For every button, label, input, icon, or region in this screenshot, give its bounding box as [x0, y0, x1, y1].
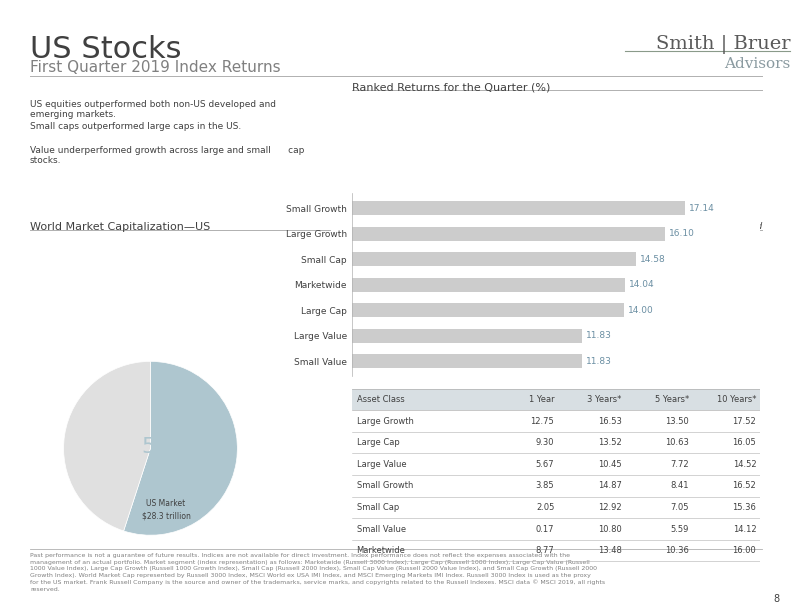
Text: Period Returns (%): Period Returns (%)	[352, 222, 456, 232]
Text: 14.87: 14.87	[598, 481, 622, 490]
Text: 14.58: 14.58	[639, 255, 665, 264]
Bar	[352, 278, 625, 291]
Text: Large Cap: Large Cap	[356, 438, 399, 447]
Text: 14.52: 14.52	[733, 460, 756, 469]
Text: 10.45: 10.45	[598, 460, 622, 469]
Text: First Quarter 2019 Index Returns: First Quarter 2019 Index Returns	[30, 60, 280, 75]
Text: Value underperformed growth across large and small      cap
stocks.: Value underperformed growth across large…	[30, 146, 304, 165]
Text: 10 Years*: 10 Years*	[717, 395, 756, 404]
Text: Asset Class: Asset Class	[356, 395, 404, 404]
Text: 0.17: 0.17	[536, 524, 554, 534]
Text: Advisors: Advisors	[724, 57, 790, 71]
Text: 7.05: 7.05	[671, 503, 689, 512]
Text: 16.53: 16.53	[598, 417, 622, 425]
Text: 8.77: 8.77	[535, 546, 554, 555]
Text: 14.12: 14.12	[733, 524, 756, 534]
Text: 3 Years*: 3 Years*	[587, 395, 622, 404]
Text: Small Growth: Small Growth	[356, 481, 413, 490]
Text: 16.05: 16.05	[733, 438, 756, 447]
Text: 10.80: 10.80	[598, 524, 622, 534]
Wedge shape	[124, 361, 238, 535]
Text: 11.83: 11.83	[586, 357, 612, 365]
Text: 2.05: 2.05	[536, 503, 554, 512]
Text: US Stocks: US Stocks	[30, 35, 181, 64]
Text: 16.52: 16.52	[733, 481, 756, 490]
Bar	[352, 303, 624, 317]
Bar	[352, 354, 582, 368]
Text: 16.00: 16.00	[733, 546, 756, 555]
Text: World Market Capitalization—US: World Market Capitalization—US	[30, 222, 210, 232]
Text: 7.72: 7.72	[670, 460, 689, 469]
Text: 12.92: 12.92	[598, 503, 622, 512]
Bar	[352, 226, 665, 241]
Text: 55%: 55%	[141, 436, 191, 457]
Text: US Market
$28.3 trillion: US Market $28.3 trillion	[142, 499, 191, 520]
Text: 5.59: 5.59	[671, 524, 689, 534]
Text: * Annualized: * Annualized	[705, 222, 762, 231]
Text: 16.10: 16.10	[669, 229, 695, 238]
Text: 3.85: 3.85	[535, 481, 554, 490]
Text: Small Cap: Small Cap	[356, 503, 398, 512]
Text: 8.41: 8.41	[671, 481, 689, 490]
Text: Ranked Returns for the Quarter (%): Ranked Returns for the Quarter (%)	[352, 82, 550, 92]
Text: 10.63: 10.63	[665, 438, 689, 447]
Text: 15.36: 15.36	[733, 503, 756, 512]
Text: 14.04: 14.04	[629, 280, 655, 289]
Bar	[352, 252, 636, 266]
Text: 17.52: 17.52	[733, 417, 756, 425]
Text: 1 Year: 1 Year	[529, 395, 554, 404]
Text: Small Value: Small Value	[356, 524, 406, 534]
Text: Large Growth: Large Growth	[356, 417, 413, 425]
Bar	[352, 329, 582, 343]
Text: 12.75: 12.75	[531, 417, 554, 425]
Text: 10.36: 10.36	[665, 546, 689, 555]
Text: 11.83: 11.83	[586, 331, 612, 340]
Text: 17.14: 17.14	[689, 204, 715, 212]
Text: 14.00: 14.00	[628, 305, 654, 315]
Wedge shape	[63, 361, 150, 531]
Text: 13.52: 13.52	[598, 438, 622, 447]
Text: 13.48: 13.48	[598, 546, 622, 555]
Text: 13.50: 13.50	[665, 417, 689, 425]
Text: 9.30: 9.30	[536, 438, 554, 447]
Text: 5.67: 5.67	[535, 460, 554, 469]
Text: 8: 8	[774, 594, 780, 604]
Text: Past performance is not a guarantee of future results. Indices are not available: Past performance is not a guarantee of f…	[30, 553, 605, 592]
Text: Marketwide: Marketwide	[356, 546, 406, 555]
Text: Large Value: Large Value	[356, 460, 406, 469]
Text: Smith | Bruer: Smith | Bruer	[656, 35, 790, 54]
Text: US equities outperformed both non-US developed and
emerging markets.: US equities outperformed both non-US dev…	[30, 100, 276, 119]
Text: 5 Years*: 5 Years*	[655, 395, 689, 404]
Text: Small caps outperformed large caps in the US.: Small caps outperformed large caps in th…	[30, 122, 242, 131]
Bar	[352, 201, 685, 215]
Bar	[352, 389, 760, 410]
